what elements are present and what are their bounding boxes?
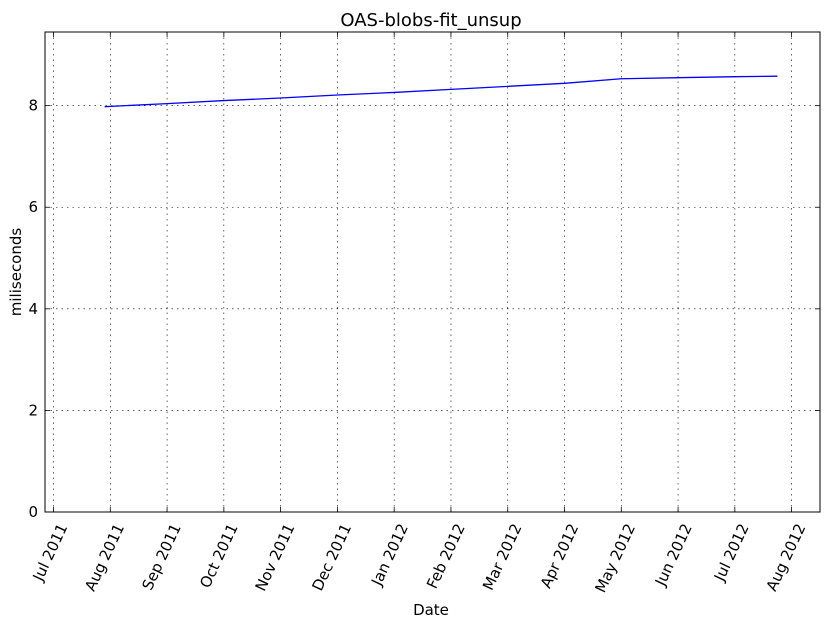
x-axis-label: Date <box>413 601 449 619</box>
x-tick-label: Aug 2012 <box>763 521 810 594</box>
x-tick-label: May 2012 <box>591 521 639 596</box>
series-line <box>104 75 778 108</box>
x-tick-label: Sep 2011 <box>138 521 184 593</box>
series-layer <box>104 75 778 108</box>
y-tick-label: 8 <box>28 97 38 115</box>
y-tick-label: 6 <box>28 198 38 216</box>
x-tick-label: Nov 2011 <box>252 521 299 594</box>
y-tick-label: 0 <box>28 503 38 521</box>
x-tick-label: Jul 2012 <box>710 521 753 585</box>
x-tick-label: Jun 2012 <box>651 521 696 590</box>
x-tick-label: Apr 2012 <box>537 521 582 591</box>
x-tick-label: Feb 2012 <box>423 521 469 592</box>
axes <box>44 31 821 513</box>
plot-frame <box>44 31 821 513</box>
x-tick-label: Oct 2011 <box>196 521 241 591</box>
y-tick-label: 2 <box>28 401 38 419</box>
x-tick-label: Jul 2011 <box>29 521 72 585</box>
x-tick-label: Aug 2011 <box>81 521 128 594</box>
x-tick-label: Jan 2012 <box>367 521 412 589</box>
y-axis-label: miliseconds <box>7 228 25 317</box>
y-tick-label: 4 <box>28 300 38 318</box>
chart-title: OAS-blobs-fit_unsup <box>340 10 521 31</box>
x-tick-label: Dec 2011 <box>308 521 355 594</box>
x-tick-label: Mar 2012 <box>479 521 525 593</box>
x-axis-ticks: Jul 2011 Aug 2011 Sep 2011 Oct 2011 Nov 2011… <box>29 32 810 596</box>
y-axis-ticks: 0 2 4 6 8 <box>28 97 820 521</box>
